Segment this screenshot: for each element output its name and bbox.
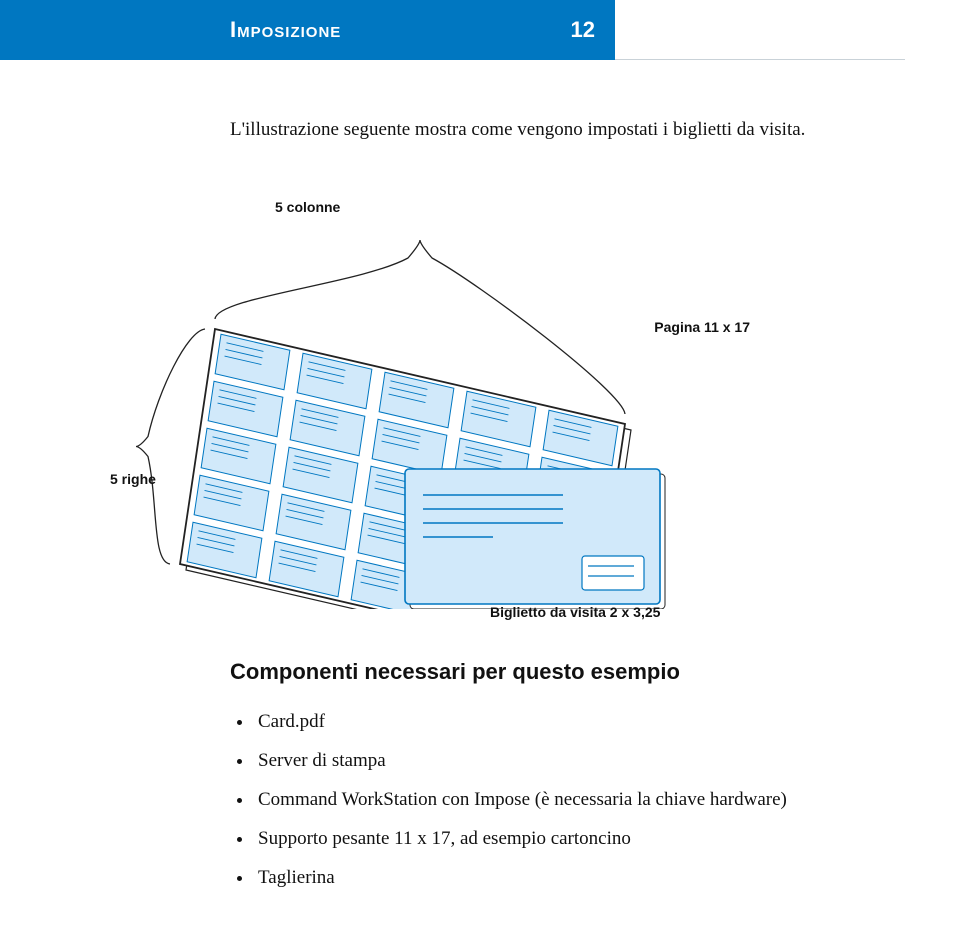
list-item: Supporto pesante 11 x 17, ad esempio car… — [254, 820, 900, 859]
components-heading: Componenti necessari per questo esempio — [230, 659, 900, 685]
list-item: Server di stampa — [254, 742, 900, 781]
document-page: Imposizione 12 L'illustrazione seguente … — [0, 0, 960, 938]
label-columns: 5 colonne — [275, 199, 340, 215]
intro-paragraph: L'illustrazione seguente mostra come ven… — [230, 115, 870, 144]
list-item: Card.pdf — [254, 703, 900, 742]
diagram-svg — [110, 199, 770, 609]
content-area: L'illustrazione seguente mostra come ven… — [0, 60, 960, 938]
list-item: Command WorkStation con Impose (è necess… — [254, 781, 900, 820]
header-left: Imposizione 12 — [0, 0, 615, 60]
label-page-size: Pagina 11 x 17 — [654, 319, 750, 335]
list-item: Taglierina — [254, 859, 900, 898]
header-title: Imposizione — [0, 0, 341, 60]
imposition-diagram: 5 colonne Pagina 11 x 17 5 righe Bigliet… — [110, 199, 770, 619]
header-page-number: 12 — [571, 0, 615, 60]
header-bar: Imposizione 12 — [0, 0, 960, 60]
label-card-size: Biglietto da visita 2 x 3,25 — [490, 604, 660, 620]
label-rows: 5 righe — [110, 471, 156, 487]
components-list: Card.pdfServer di stampaCommand WorkStat… — [230, 703, 900, 898]
header-right — [615, 0, 960, 60]
